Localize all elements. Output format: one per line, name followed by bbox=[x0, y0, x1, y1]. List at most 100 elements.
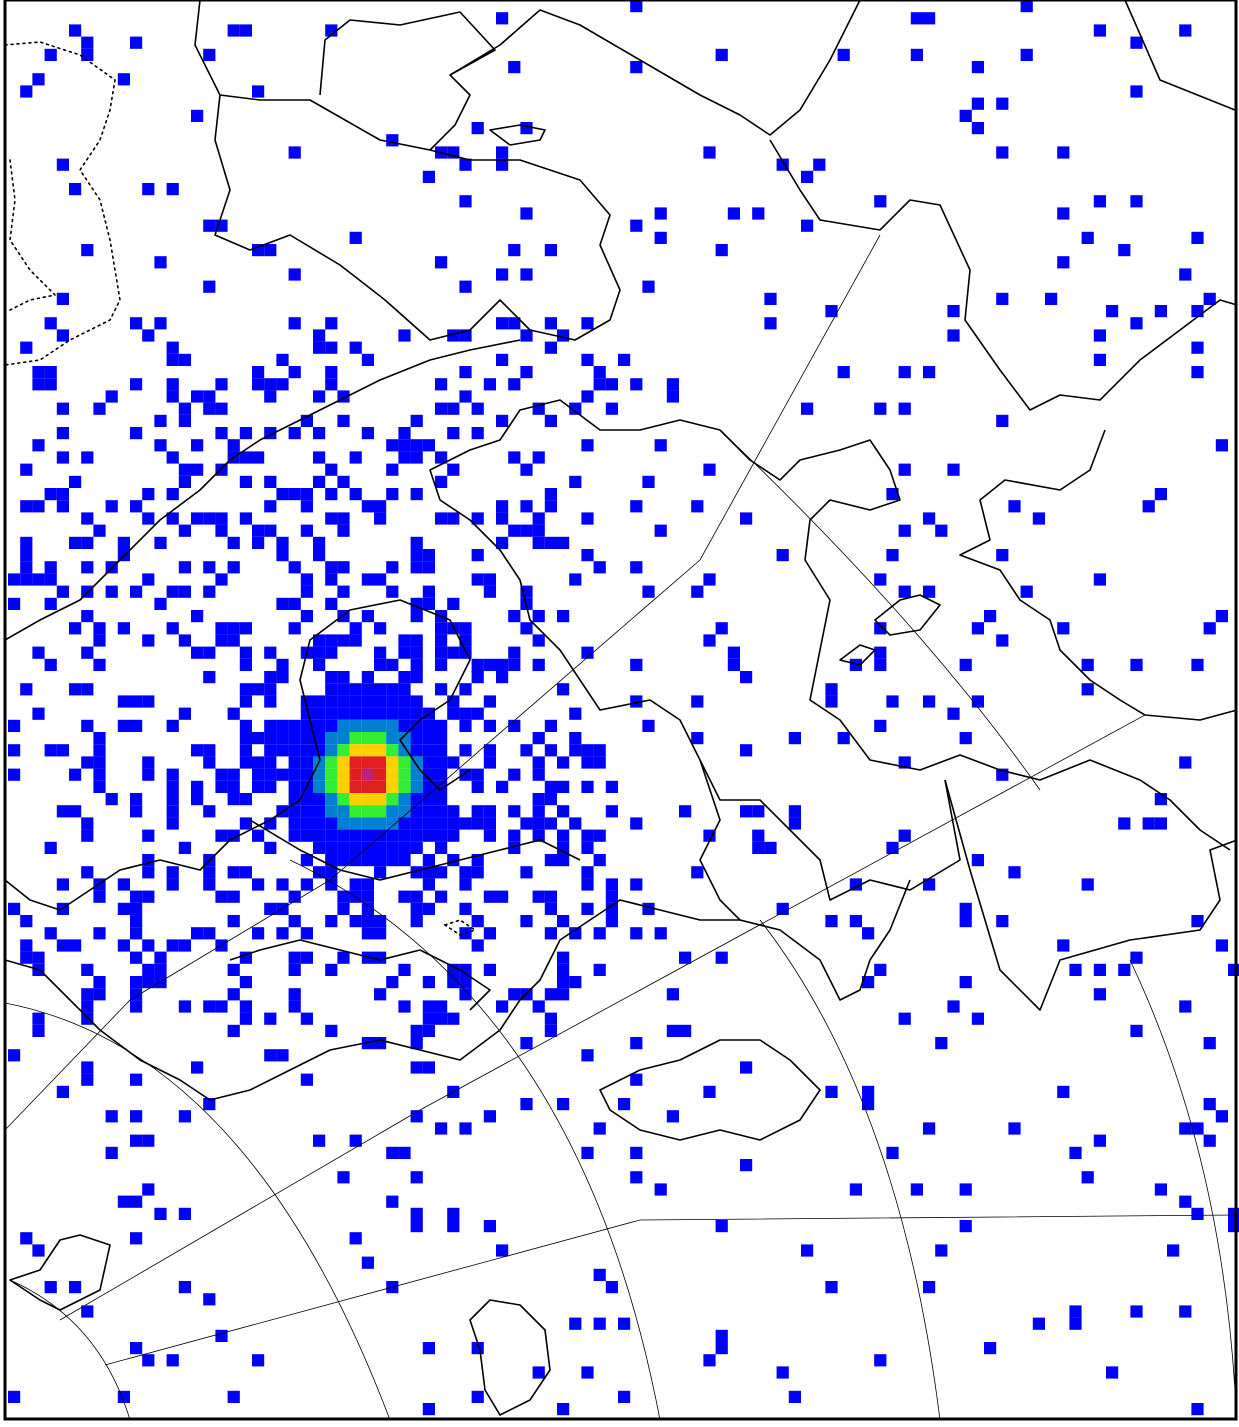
density-cell bbox=[117, 939, 130, 952]
density-cell bbox=[422, 1012, 435, 1025]
density-cell bbox=[374, 1037, 387, 1050]
density-cell bbox=[264, 768, 277, 781]
density-cell bbox=[398, 707, 411, 720]
density-cell bbox=[630, 1171, 643, 1184]
density-cell bbox=[8, 597, 21, 610]
density-cell bbox=[691, 585, 704, 598]
density-cell bbox=[1069, 1305, 1082, 1318]
density-cell bbox=[776, 1366, 789, 1379]
density-cell bbox=[93, 732, 106, 745]
density-cell bbox=[923, 512, 936, 525]
density-cell bbox=[910, 12, 923, 25]
density-cell bbox=[1215, 939, 1228, 952]
density-cell bbox=[178, 414, 191, 427]
density-cell bbox=[1179, 1122, 1192, 1135]
density-cell bbox=[32, 646, 45, 659]
density-cell bbox=[69, 768, 82, 781]
density-cell bbox=[544, 890, 557, 903]
density-cell bbox=[532, 890, 545, 903]
density-cell bbox=[435, 451, 448, 464]
density-cell bbox=[374, 927, 387, 940]
density-cell bbox=[178, 841, 191, 854]
density-cell bbox=[300, 488, 313, 501]
density-cell bbox=[142, 1354, 155, 1367]
density-cell bbox=[349, 231, 362, 244]
density-cell bbox=[410, 488, 423, 501]
density-cell bbox=[361, 573, 374, 586]
density-cell bbox=[349, 451, 362, 464]
density-cell bbox=[605, 878, 618, 891]
density-cell bbox=[374, 707, 387, 720]
density-cell bbox=[166, 488, 179, 501]
density-cell bbox=[252, 756, 265, 769]
density-cell bbox=[374, 829, 387, 842]
density-cell bbox=[959, 109, 972, 122]
density-cell bbox=[557, 988, 570, 1001]
density-cell bbox=[544, 317, 557, 330]
density-cell bbox=[337, 414, 350, 427]
density-cell bbox=[1203, 292, 1216, 305]
density-cell bbox=[630, 561, 643, 574]
density-cell bbox=[349, 744, 362, 757]
density-cell bbox=[142, 768, 155, 781]
density-cell bbox=[1228, 1220, 1239, 1233]
density-cell bbox=[923, 1281, 936, 1294]
density-cell bbox=[593, 829, 606, 842]
density-cell bbox=[1118, 963, 1131, 976]
density-cell bbox=[227, 915, 240, 928]
density-cell bbox=[618, 1390, 631, 1403]
density-cell bbox=[337, 585, 350, 598]
density-cell bbox=[532, 768, 545, 781]
density-cell bbox=[44, 378, 57, 391]
density-cell bbox=[605, 1281, 618, 1294]
density-cell bbox=[337, 671, 350, 684]
density-cell bbox=[130, 427, 143, 440]
density-cell bbox=[752, 841, 765, 854]
density-cell bbox=[325, 683, 338, 696]
density-cell bbox=[630, 1146, 643, 1159]
density-cell bbox=[435, 256, 448, 269]
density-cell bbox=[642, 475, 655, 488]
density-cell bbox=[349, 1232, 362, 1245]
density-cell bbox=[459, 878, 472, 891]
density-cell bbox=[971, 1012, 984, 1025]
density-cell bbox=[191, 463, 204, 476]
density-cell bbox=[69, 622, 82, 635]
density-cell bbox=[142, 866, 155, 879]
density-cell bbox=[252, 878, 265, 891]
density-cell bbox=[44, 317, 57, 330]
density-cell bbox=[1228, 1207, 1239, 1220]
density-cell bbox=[215, 463, 228, 476]
density-cell bbox=[325, 24, 338, 37]
density-cell bbox=[398, 671, 411, 684]
density-cell bbox=[630, 1073, 643, 1086]
density-cell bbox=[20, 85, 33, 98]
density-cell bbox=[886, 549, 899, 562]
density-cell bbox=[130, 890, 143, 903]
density-cell bbox=[557, 329, 570, 342]
density-cell bbox=[325, 646, 338, 659]
density-cell bbox=[544, 793, 557, 806]
density-cell bbox=[117, 695, 130, 708]
density-cell bbox=[447, 463, 460, 476]
density-cell bbox=[191, 927, 204, 940]
density-cell bbox=[581, 390, 594, 403]
density-cell bbox=[142, 963, 155, 976]
coastline bbox=[719, 429, 1231, 851]
density-cell bbox=[239, 475, 252, 488]
density-cell bbox=[374, 951, 387, 964]
density-cell bbox=[239, 24, 252, 37]
density-cell bbox=[825, 695, 838, 708]
density-cell bbox=[300, 878, 313, 891]
density-cell bbox=[679, 1024, 692, 1037]
density-cell bbox=[300, 756, 313, 769]
density-cell bbox=[239, 817, 252, 830]
density-cell bbox=[349, 622, 362, 635]
density-cell bbox=[422, 817, 435, 830]
density-cell bbox=[288, 561, 301, 574]
density-cell bbox=[447, 963, 460, 976]
density-cell bbox=[435, 1122, 448, 1135]
density-cell bbox=[239, 451, 252, 464]
density-cell bbox=[544, 744, 557, 757]
density-cell bbox=[8, 744, 21, 757]
